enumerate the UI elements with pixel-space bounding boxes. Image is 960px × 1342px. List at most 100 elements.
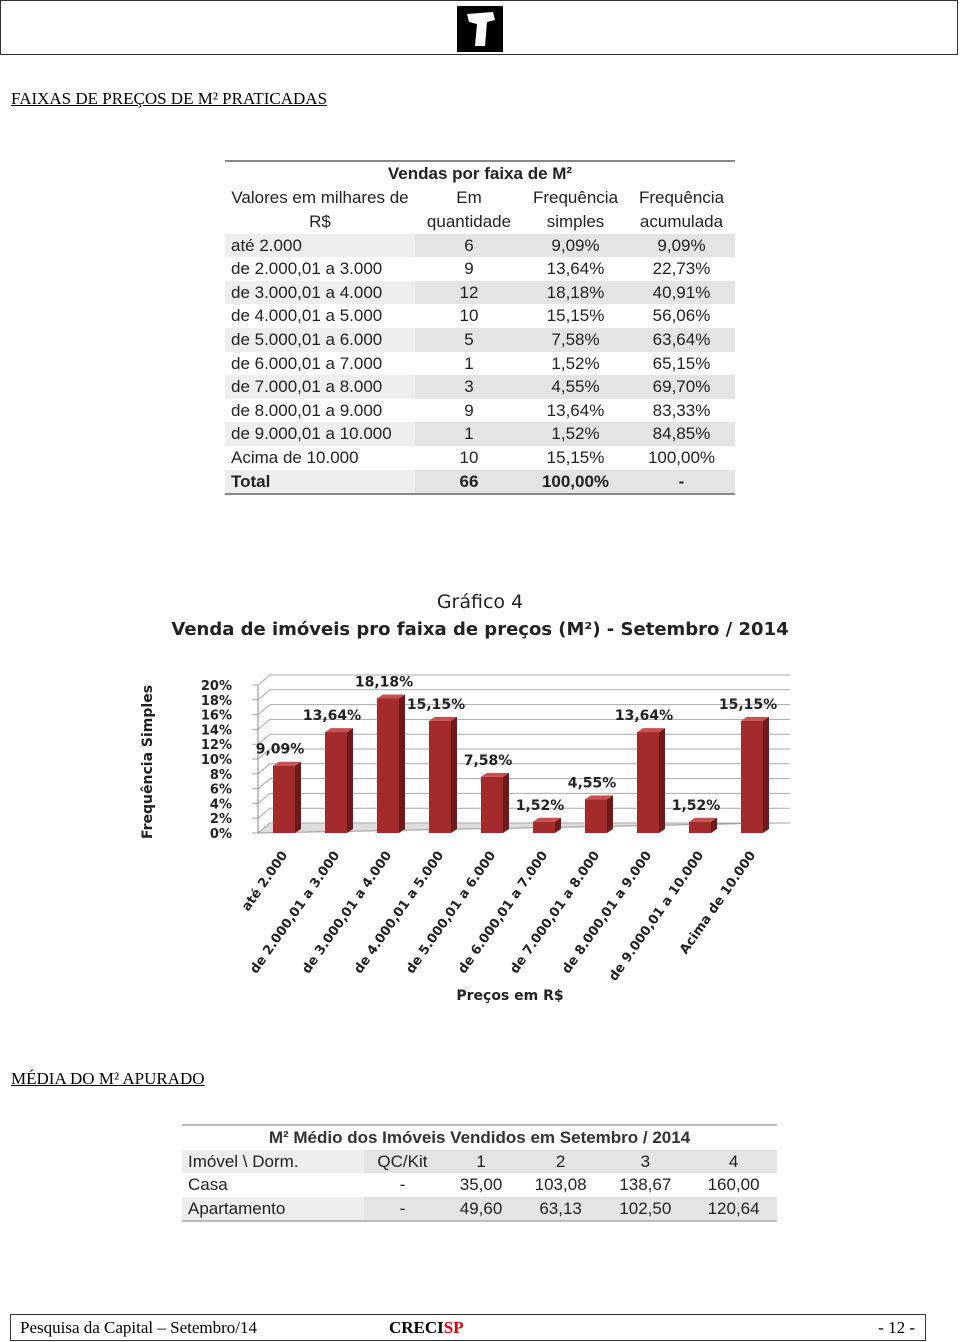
column-header: Frequência acumulada bbox=[638, 187, 725, 231]
bar-side bbox=[711, 817, 717, 833]
bar-top bbox=[533, 817, 561, 822]
x-tick-label: de 4.000,01 a 5.000 bbox=[351, 849, 447, 977]
section-title: MÉDIA DO M² APURADO bbox=[11, 1069, 205, 1088]
bar bbox=[325, 732, 347, 833]
title-row: Vendas por faixa de M² bbox=[225, 161, 735, 186]
bar-top bbox=[325, 728, 353, 733]
grid-line bbox=[252, 718, 790, 730]
y-tick-label: 16% bbox=[201, 709, 232, 724]
y-tick-label: 20% bbox=[201, 679, 232, 694]
footer-text: Pesquisa da Capital – Setembro/14 bbox=[20, 1318, 258, 1337]
cell: 160,00 bbox=[707, 1175, 760, 1195]
logo bbox=[457, 6, 503, 52]
column-header: 1 bbox=[441, 1149, 521, 1174]
y-tick-label: 6% bbox=[210, 783, 232, 798]
grid-line bbox=[252, 704, 790, 716]
cell: de 5.000,01 a 6.000 bbox=[225, 327, 415, 352]
cell: de 8.000,01 a 9.000 bbox=[231, 400, 383, 420]
cell: de 6.000,01 a 7.000 bbox=[231, 353, 383, 373]
bar-side bbox=[555, 817, 561, 833]
table-row: de 5.000,01 a 6.000 5 7,58% 63,64% bbox=[225, 327, 735, 352]
bar-side bbox=[503, 772, 509, 833]
bar bbox=[377, 698, 399, 833]
cell: 63,64% bbox=[628, 327, 735, 352]
cell: 10 bbox=[459, 306, 479, 326]
cell: - bbox=[399, 1175, 406, 1195]
cell: - bbox=[628, 469, 735, 495]
data-label: 7,58% bbox=[464, 753, 513, 769]
header-box bbox=[0, 0, 958, 55]
y-tick-label: 14% bbox=[201, 723, 232, 738]
cell: 1 bbox=[415, 422, 523, 446]
x-tick-label: até 2.000 bbox=[239, 849, 291, 914]
bar-top bbox=[585, 795, 613, 800]
y-tick-label: 0% bbox=[210, 827, 232, 842]
table-row: de 3.000,01 a 4.000 12 18,18% 40,91% bbox=[225, 280, 735, 305]
data-label: 18,18% bbox=[355, 674, 413, 690]
data-label: 1,52% bbox=[672, 798, 721, 814]
cell: 18,18% bbox=[523, 280, 628, 305]
x-tick-label: de 5.000,01 a 6.000 bbox=[403, 849, 499, 977]
table-row: Acima de 10.000 10 15,15% 100,00% bbox=[225, 446, 735, 470]
cell: de 3.000,01 a 4.000 bbox=[225, 280, 415, 305]
data-label: 13,64% bbox=[615, 708, 673, 724]
cell: Apartamento bbox=[182, 1196, 364, 1222]
table-row: de 7.000,01 a 8.000 3 4,55% 69,70% bbox=[225, 375, 735, 399]
cell: 5 bbox=[415, 327, 523, 352]
cell: 83,33% bbox=[652, 400, 711, 420]
column-header: Valores em milhares de R$ bbox=[231, 187, 409, 231]
x-tick-label: de 2.000,01 a 3.000 bbox=[247, 849, 343, 977]
cell: 40,91% bbox=[628, 280, 735, 305]
column-header: 4 bbox=[690, 1149, 777, 1174]
table-row: de 8.000,01 a 9.000 9 13,64% 83,33% bbox=[225, 399, 735, 423]
bar bbox=[273, 765, 295, 833]
bar bbox=[585, 799, 607, 833]
y-axis-label: Frequência Simples bbox=[140, 685, 156, 839]
cell: 102,50 bbox=[600, 1196, 691, 1222]
bar-side bbox=[347, 728, 353, 833]
header-row: Imóvel \ Dorm. QC/Kit 1 2 3 4 bbox=[182, 1149, 777, 1174]
cell: 13,64% bbox=[546, 400, 605, 420]
cell: 4,55% bbox=[523, 375, 628, 399]
y-tick-label: 12% bbox=[201, 738, 232, 753]
x-tick-label: de 3.000,01 a 4.000 bbox=[299, 849, 395, 977]
cell: 103,08 bbox=[534, 1175, 587, 1195]
bar bbox=[689, 821, 711, 833]
cell: 9,09% bbox=[523, 233, 628, 258]
y-tick-label: 10% bbox=[201, 753, 232, 768]
cell: Casa bbox=[188, 1175, 228, 1195]
grid-line bbox=[252, 748, 790, 760]
x-tick-label: de 7.000,01 a 8.000 bbox=[507, 849, 603, 977]
table: M² Médio dos Imóveis Vendidos em Setembr… bbox=[182, 1124, 777, 1222]
cell: 1,52% bbox=[523, 422, 628, 446]
table-row: de 2.000,01 a 3.000 9 13,64% 22,73% bbox=[225, 257, 735, 281]
bar-top bbox=[741, 716, 769, 721]
grid-line bbox=[252, 733, 790, 745]
y-tick-label: 8% bbox=[210, 768, 232, 783]
table-row: de 4.000,01 a 5.000 10 15,15% 56,06% bbox=[225, 304, 735, 328]
cell: Total bbox=[225, 469, 415, 495]
cell: 35,00 bbox=[459, 1175, 503, 1195]
table-title: Vendas por faixa de M² bbox=[387, 164, 573, 183]
cell: 120,64 bbox=[690, 1196, 777, 1222]
table-row: Apartamento -49,60 63,13 102,50 120,64 bbox=[182, 1196, 777, 1222]
table-row: de 6.000,01 a 7.000 1 1,52% 65,15% bbox=[225, 352, 735, 376]
x-tick-label: de 9.000,01 a 10.000 bbox=[606, 849, 707, 984]
table-title: M² Médio dos Imóveis Vendidos em Setembr… bbox=[268, 1128, 691, 1147]
cell: de 2.000,01 a 3.000 bbox=[231, 259, 383, 279]
data-label: 1,52% bbox=[516, 798, 565, 814]
cell: 12 bbox=[415, 280, 523, 305]
cell: 22,73% bbox=[652, 259, 711, 279]
cell: 65,15% bbox=[652, 353, 711, 373]
cell: - bbox=[363, 1196, 442, 1222]
column-header: Frequência simples bbox=[532, 187, 619, 231]
grid-line bbox=[252, 674, 790, 686]
cell: 84,85% bbox=[628, 422, 735, 446]
table-row: até 2.000 6 9,09% 9,09% bbox=[225, 233, 735, 258]
table: Vendas por faixa de M² Valores em milhare… bbox=[225, 160, 735, 495]
grid-line bbox=[252, 792, 790, 804]
cell: de 7.000,01 a 8.000 bbox=[225, 375, 415, 399]
cell: 15,15% bbox=[546, 447, 605, 467]
cell: de 4.000,01 a 5.000 bbox=[231, 306, 383, 326]
